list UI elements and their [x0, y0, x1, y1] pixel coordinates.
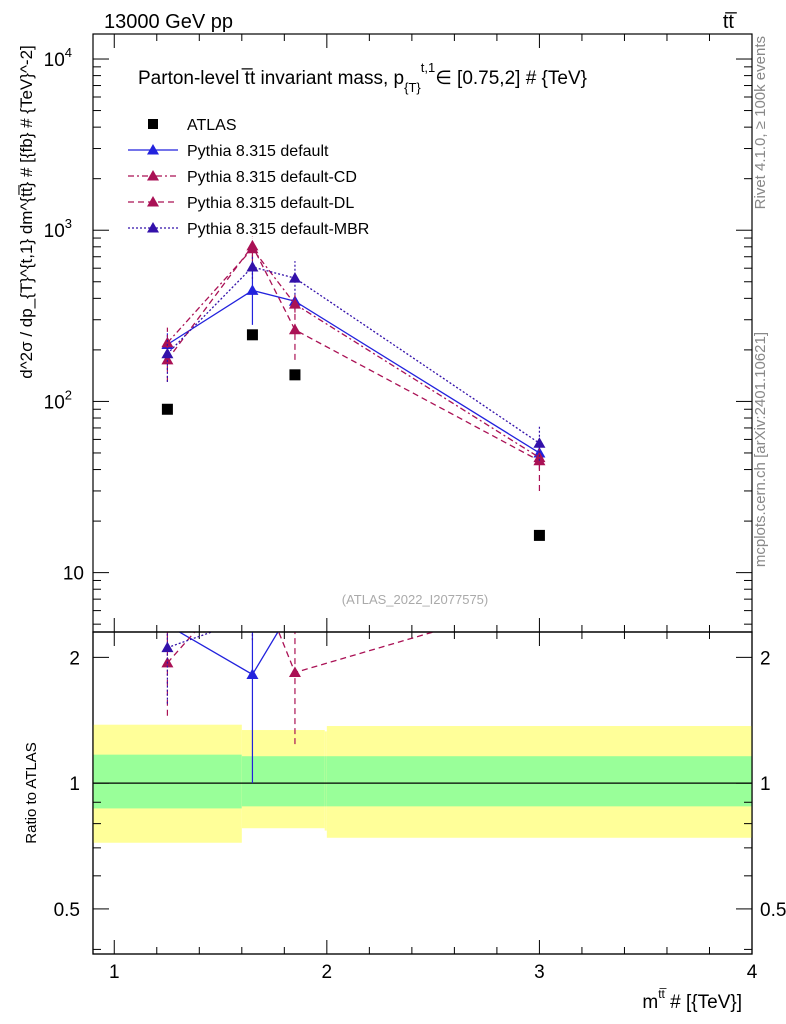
ratio-marker [246, 668, 259, 679]
ratio-marker [533, 587, 545, 598]
ratio-marker [161, 619, 173, 630]
series-marker [246, 239, 259, 251]
plot-title-sup: t,1 [421, 60, 435, 75]
y-tick-label-main: 104 [44, 45, 72, 71]
legend-atlas-marker [148, 119, 158, 129]
stat-uncertainty-band [326, 756, 752, 807]
y-tick-label-exp: 3 [65, 216, 72, 231]
rivet-label: Rivet 4.1.0, ≥ 100k events [752, 36, 769, 209]
ratio-marker [288, 666, 301, 677]
y-tick-label-ratio: 0.5 [54, 900, 80, 921]
y-tick-label-ratio: 1 [69, 774, 80, 795]
ratio-marker [161, 615, 173, 626]
ratio-line [166, 632, 436, 674]
ratio-marker [533, 595, 545, 606]
y-tick-label-ratio-right: 0.5 [760, 900, 786, 921]
y-tick-label-exp: 2 [65, 387, 72, 402]
header-process: tt̅ [723, 11, 737, 33]
data-point [161, 403, 173, 415]
data-point [246, 329, 258, 341]
plot-title-main: Parton-level t̅t invariant mass, p [138, 68, 404, 89]
series-marker [161, 336, 174, 348]
main-series [161, 236, 546, 541]
series-line [166, 247, 540, 459]
ratio-marker [246, 567, 258, 578]
legend: ATLAS Pythia 8.315 default Pythia 8.315 de… [128, 117, 369, 238]
plot-title: Parton-level t̅t invariant mass, p{T}t,1… [138, 60, 587, 95]
ratio-marker [289, 598, 301, 609]
series-line [166, 244, 540, 462]
x-axis-label: mtt̅ # [{TeV}] [642, 987, 742, 1013]
series-marker [161, 353, 174, 365]
ratio-axes: 1 2 3 4 0.5 0.5 1 1 2 2 [54, 632, 786, 983]
series-marker [246, 260, 259, 272]
legend-label: Pythia 8.315 default [187, 143, 329, 160]
y-tick-label-base: 10 [44, 392, 65, 413]
legend-label: Pythia 8.315 default-CD [187, 169, 357, 186]
data-point [289, 369, 301, 381]
ratio-series [161, 541, 545, 784]
ratio-marker [533, 552, 545, 563]
legend-marker [147, 170, 159, 181]
ratio-marker [289, 604, 301, 615]
stat-uncertainty-band [324, 756, 327, 807]
legend-atlas-label: ATLAS [187, 117, 237, 134]
legend-marker [147, 196, 159, 207]
x-axis-label-main: m [642, 992, 658, 1013]
series-marker [288, 323, 301, 335]
ratio-plot-frame-top [92, 631, 753, 955]
y-tick-label-exp: 4 [65, 45, 72, 60]
ratio-marker [246, 560, 258, 571]
plot-title-tail: ∈ [0.75,2] # {TeV} [435, 68, 587, 89]
y-axis-label: d^2σ / dp_{T}^{t,1} dm^{tt̅} # [{fb} # {… [17, 45, 36, 379]
y-tick-label-base: 10 [44, 221, 65, 242]
stat-uncertainty-band [93, 754, 242, 809]
series-marker [288, 272, 301, 283]
y-tick-label-base: 10 [44, 50, 65, 71]
plot-title-sub: {T} [404, 80, 421, 95]
ratio-line [178, 632, 279, 676]
ratio-marker [161, 641, 174, 653]
legend-label: Pythia 8.315 default-MBR [187, 221, 369, 238]
ratio-marker [246, 612, 258, 623]
x-tick-label: 1 [109, 962, 120, 983]
x-tick-label: 4 [747, 962, 758, 983]
data-point [533, 529, 545, 541]
x-axis-label-sup: tt̅ [658, 987, 667, 1001]
header-energy: 13000 GeV pp [104, 11, 233, 33]
y-tick-label-ratio-right: 1 [760, 774, 771, 795]
legend-label: Pythia 8.315 default-DL [187, 195, 354, 212]
legend-marker [147, 222, 159, 233]
series-marker [246, 284, 259, 295]
ratio-bands [93, 724, 752, 843]
stat-uncertainty-band [241, 756, 325, 807]
y-tick-label-main: 103 [44, 216, 72, 242]
series-line [167, 289, 540, 454]
series-marker [288, 298, 301, 309]
ratio-marker [289, 541, 301, 552]
x-tick-label: 2 [322, 962, 333, 983]
x-axis-label-tail: # [{TeV}] [665, 992, 742, 1013]
y-tick-label-main: 102 [44, 387, 72, 413]
legend-marker [147, 144, 159, 155]
ratio-line [167, 632, 214, 649]
y-tick-label-ratio-right: 2 [760, 648, 771, 669]
ratio-y-axis-label: Ratio to ATLAS [23, 742, 40, 843]
y-tick-label-main: 10 [63, 564, 84, 585]
analysis-watermark: (ATLAS_2022_I2077575) [342, 592, 488, 607]
ratio-marker [533, 576, 545, 587]
x-tick-label: 3 [534, 962, 545, 983]
series-marker [161, 347, 174, 359]
y-tick-label-ratio: 2 [69, 648, 80, 669]
series-line [166, 266, 540, 444]
mcplots-label: mcplots.cern.ch [arXiv:2401.10621] [752, 332, 769, 567]
series-marker [533, 437, 546, 448]
